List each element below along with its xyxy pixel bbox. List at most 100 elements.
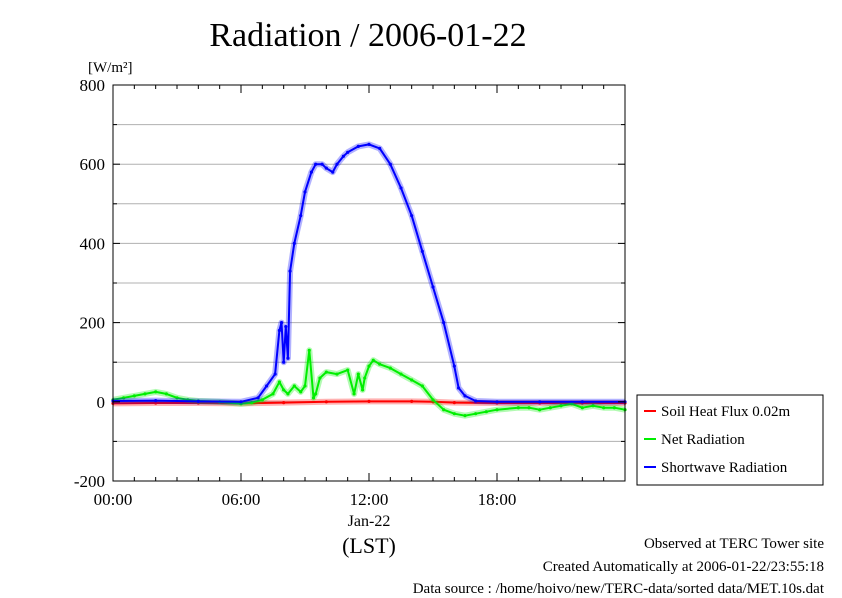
data-point (612, 406, 616, 410)
data-point (570, 402, 574, 406)
data-point (452, 364, 456, 368)
data-point (388, 162, 392, 166)
data-point (367, 364, 371, 368)
data-point (378, 146, 382, 150)
data-point (175, 396, 179, 400)
data-point (286, 356, 290, 360)
data-point (410, 214, 414, 218)
data-point (303, 384, 307, 388)
data-point (346, 150, 350, 154)
data-point (299, 390, 303, 394)
data-point (399, 186, 403, 190)
series-net-radiation (111, 347, 627, 419)
data-point (279, 321, 284, 325)
data-point (277, 380, 281, 384)
data-point (495, 400, 499, 404)
data-point (273, 372, 277, 376)
data-point (516, 406, 520, 410)
footer-observed-note: Observed at TERC Tower site (643, 536, 824, 552)
data-point (410, 378, 414, 382)
data-point (363, 376, 367, 380)
data-point (292, 384, 296, 388)
axes: -200 0 200 400 600 800 00:00 06:00 12:00 18:00 (74, 76, 626, 509)
data-point (309, 170, 313, 174)
data-point (324, 400, 328, 404)
data-point (282, 400, 286, 405)
data-point (346, 368, 350, 372)
data-point (452, 412, 456, 416)
data-point (463, 414, 467, 418)
series-line (112, 400, 625, 405)
legend-label: Soil Heat Flux 0.02m (661, 404, 791, 420)
data-point (154, 399, 158, 403)
data-point (265, 384, 269, 388)
data-point (277, 328, 281, 333)
data-point (335, 372, 339, 376)
data-point (196, 399, 200, 404)
series-soil-heat-flux-0-02m (111, 398, 627, 407)
data-point (580, 406, 584, 410)
date-label: Jan-22 (348, 513, 391, 530)
series-layer (111, 141, 627, 419)
legend: Soil Heat Flux 0.02m Net Radiation Shortwa… (636, 394, 824, 486)
data-point (250, 400, 254, 405)
data-point (286, 392, 290, 396)
data-point (318, 376, 322, 380)
series-shortwave-radiation (111, 141, 627, 405)
data-point (361, 388, 365, 392)
data-point (452, 400, 456, 405)
data-point (239, 400, 243, 404)
data-point (356, 372, 360, 376)
data-point (378, 362, 382, 366)
data-point (527, 406, 531, 410)
data-point (303, 190, 307, 194)
data-point (282, 360, 286, 364)
y-tick-label: 600 (80, 155, 106, 174)
data-point (307, 348, 311, 352)
data-point (371, 358, 375, 362)
data-point (288, 269, 292, 273)
data-point (580, 400, 584, 404)
data-point (143, 392, 147, 396)
x-tick-label: 12:00 (350, 490, 389, 509)
data-point (154, 401, 158, 405)
y-tick-label: -200 (74, 472, 105, 491)
data-point (154, 390, 158, 394)
data-point (538, 408, 542, 412)
data-point (260, 398, 264, 402)
data-point (457, 386, 461, 390)
data-point (431, 398, 435, 402)
y-tick-label: 200 (80, 314, 106, 333)
data-point (284, 324, 288, 329)
x-tick-label: 06:00 (222, 490, 261, 509)
y-axis-unit-label: [W/m²] (88, 60, 132, 76)
data-point (388, 366, 392, 370)
data-point (356, 144, 360, 148)
footer-created-note: Created Automatically at 2006-01-22/23:5… (542, 559, 824, 575)
data-point (311, 396, 316, 400)
data-point (463, 394, 467, 398)
legend-box (636, 394, 824, 486)
data-point (331, 170, 335, 174)
data-point (256, 396, 260, 400)
data-point (484, 410, 488, 414)
data-point (538, 400, 542, 404)
data-point (420, 384, 424, 388)
data-point (324, 370, 328, 374)
data-point (591, 404, 595, 408)
data-point (282, 388, 286, 392)
data-point (474, 399, 478, 403)
data-point (367, 399, 371, 404)
data-point (320, 162, 324, 166)
data-point (474, 412, 478, 416)
footer-data-source: Data source : /home/hoivo/new/TERC-data/… (412, 581, 824, 597)
data-point (410, 399, 414, 404)
data-point (442, 321, 446, 325)
data-point (352, 392, 356, 396)
data-point (164, 392, 168, 396)
data-point (341, 154, 345, 158)
data-point (335, 162, 339, 166)
data-point (548, 406, 552, 410)
data-point (420, 249, 424, 253)
